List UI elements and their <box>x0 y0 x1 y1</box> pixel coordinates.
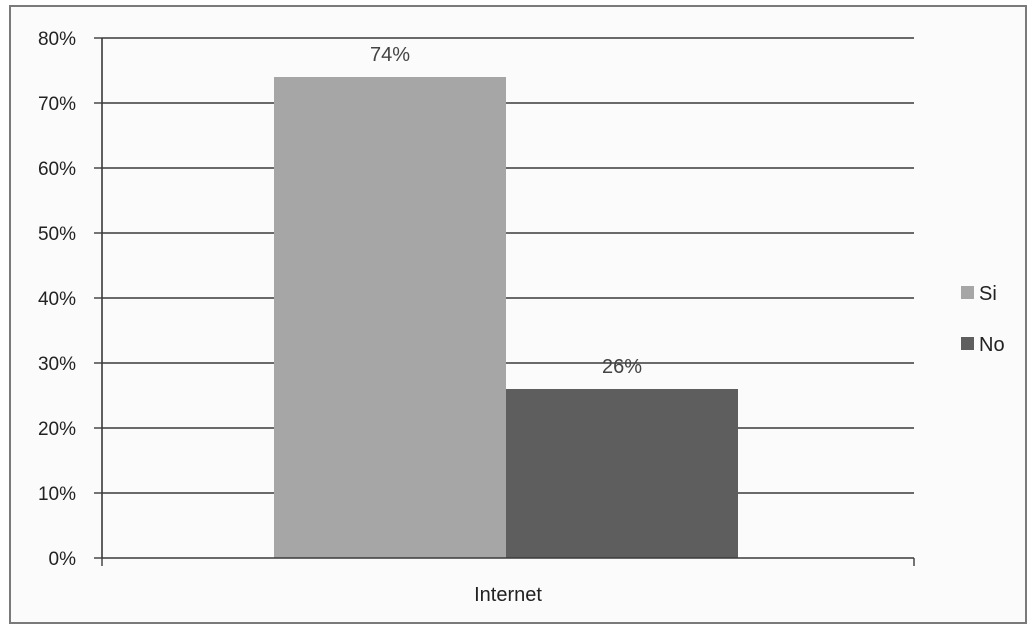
legend-swatch-si <box>961 286 974 299</box>
y-tick-label: 60% <box>38 159 76 180</box>
gridlines <box>102 37 914 494</box>
legend-label-si: Si <box>979 283 997 305</box>
data-label-no: 26% <box>602 356 642 378</box>
bar-no <box>506 389 738 558</box>
y-tick-label: 80% <box>38 29 76 50</box>
y-tick-label: 40% <box>38 289 76 310</box>
y-tick-label: 20% <box>38 419 76 440</box>
data-labels: 74% 26% <box>370 44 642 378</box>
bar-si <box>274 77 506 558</box>
legend: Si No <box>961 283 1005 356</box>
y-tick-label: 30% <box>38 354 76 375</box>
y-axis-tick-labels: 0% 10% 20% 30% 40% 50% 60% 70% 80% <box>38 29 102 570</box>
legend-swatch-no <box>961 337 974 350</box>
x-axis-category-label: Internet <box>474 584 542 606</box>
y-tick-label: 10% <box>38 484 76 505</box>
x-axis-ticks <box>101 558 915 566</box>
y-tick-label: 0% <box>49 549 77 570</box>
bars <box>274 77 738 558</box>
data-label-si: 74% <box>370 44 410 66</box>
legend-label-no: No <box>979 334 1005 356</box>
y-tick-label: 70% <box>38 94 76 115</box>
y-tick-label: 50% <box>38 224 76 245</box>
